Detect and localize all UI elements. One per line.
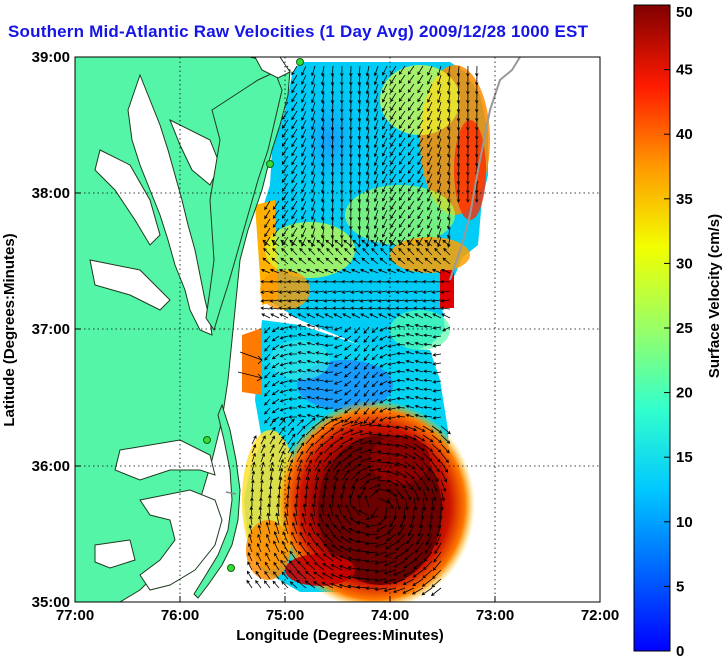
y-tick-label: 36:00 — [32, 458, 70, 475]
x-tick-label: 77:00 — [56, 607, 94, 624]
colorbar-label: Surface Velocity (cm/s) — [706, 214, 723, 378]
colorbar-tick-label: 30 — [676, 255, 693, 272]
colorbar-tick-label: 5 — [676, 578, 684, 595]
y-tick-label: 38:00 — [32, 185, 70, 202]
colorbar-tick-label: 10 — [676, 514, 693, 531]
colorbar-tick-label: 25 — [676, 320, 693, 337]
x-tick-labels: 77:00 76:00 75:00 74:00 73:00 72:00 — [56, 607, 619, 624]
y-tick-label: 37:00 — [32, 321, 70, 338]
tick-marks — [75, 192, 496, 602]
radar-station-marker — [266, 160, 274, 168]
colorbar-tick-label: 20 — [676, 385, 693, 402]
x-axis-label: Longitude (Degrees:Minutes) — [236, 627, 444, 644]
colorbar-tick-labels: 0 5 10 15 20 25 30 35 40 45 50 — [676, 4, 693, 659]
plot-area — [75, 57, 600, 602]
radar-station-marker — [203, 436, 211, 444]
colorbar-tick-label: 15 — [676, 449, 693, 466]
x-tick-label: 74:00 — [371, 607, 409, 624]
colorbar-ticks — [664, 4, 670, 652]
radar-station-marker — [227, 564, 235, 572]
x-tick-label: 73:00 — [476, 607, 514, 624]
x-tick-label: 72:00 — [581, 607, 619, 624]
radar-station-marker — [296, 58, 304, 66]
y-tick-label: 39:00 — [32, 49, 70, 66]
colorbar: 0 5 10 15 20 25 30 35 40 45 50 Surface V… — [633, 4, 723, 659]
colorbar-tick-label: 40 — [676, 126, 693, 143]
grid-lines — [75, 57, 600, 602]
radar-stations — [203, 58, 304, 572]
colorbar-tick-label: 45 — [676, 62, 693, 79]
colorbar-tick-label: 0 — [676, 643, 684, 659]
land — [75, 57, 291, 602]
offshore-contour — [449, 57, 521, 281]
x-tick-label: 76:00 — [161, 607, 199, 624]
y-tick-label: 35:00 — [32, 594, 70, 611]
y-tick-labels: 39:00 38:00 37:00 36:00 35:00 — [32, 49, 70, 611]
map-title: Southern Mid-Atlantic Raw Velocities (1 … — [8, 22, 589, 41]
colorbar-tick-label: 50 — [676, 4, 693, 21]
x-tick-label: 75:00 — [266, 607, 304, 624]
colorbar-tick-label: 35 — [676, 191, 693, 208]
y-axis-label: Latitude (Degrees:Minutes) — [1, 233, 18, 426]
